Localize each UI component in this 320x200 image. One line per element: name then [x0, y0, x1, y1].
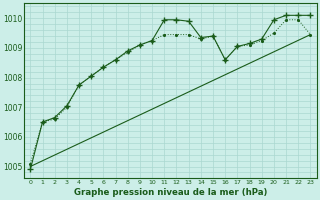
X-axis label: Graphe pression niveau de la mer (hPa): Graphe pression niveau de la mer (hPa)	[74, 188, 267, 197]
